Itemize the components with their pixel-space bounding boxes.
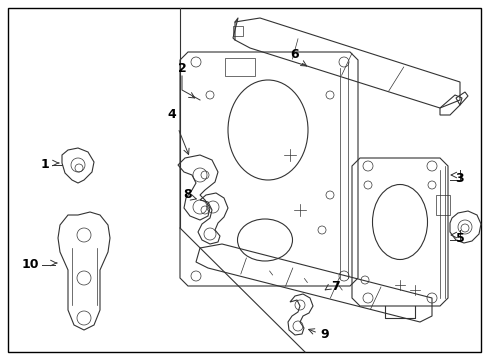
Text: 3: 3 [455, 171, 464, 184]
Text: 9: 9 [320, 328, 328, 342]
Text: 6: 6 [290, 49, 299, 62]
Text: 5: 5 [455, 231, 464, 244]
Bar [232, 26, 243, 36]
Text: 10: 10 [21, 258, 39, 271]
Text: 7: 7 [330, 279, 339, 292]
Text: 4: 4 [167, 108, 176, 122]
Bar [435, 195, 449, 215]
Bar [224, 58, 254, 76]
Text: 8: 8 [183, 189, 192, 202]
Text: 2: 2 [177, 62, 186, 75]
Text: 1: 1 [41, 158, 49, 171]
